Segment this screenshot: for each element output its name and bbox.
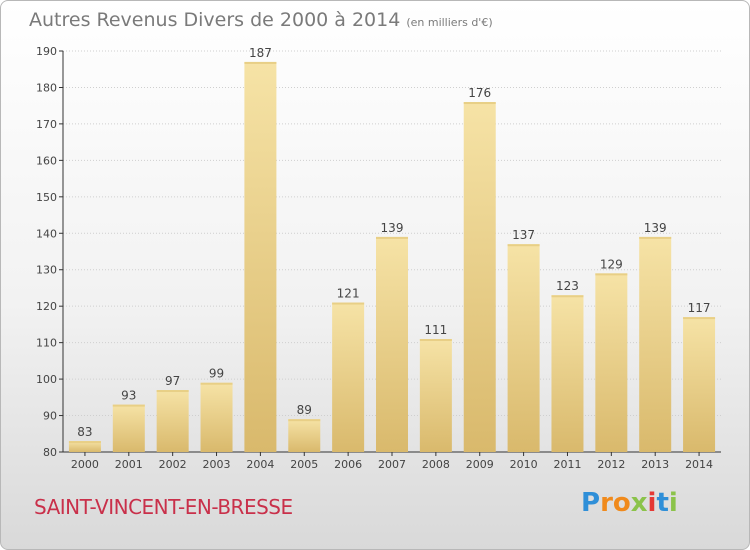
data-label: 121 bbox=[337, 287, 360, 301]
x-tick-label: 2010 bbox=[510, 458, 538, 471]
data-label: 89 bbox=[297, 403, 312, 417]
chart-title-text: Autres Revenus Divers de 2000 à 2014 bbox=[29, 9, 401, 31]
data-label: 97 bbox=[165, 374, 180, 388]
data-label: 187 bbox=[249, 46, 272, 60]
bar bbox=[507, 244, 540, 452]
y-tick-label: 190 bbox=[36, 45, 57, 58]
x-tick-label: 2001 bbox=[115, 458, 143, 471]
data-label: 123 bbox=[556, 279, 579, 293]
x-tick-label: 2009 bbox=[466, 458, 494, 471]
data-label: 139 bbox=[381, 221, 404, 235]
bar bbox=[244, 61, 277, 452]
y-tick-label: 170 bbox=[36, 118, 57, 131]
x-tick-label: 2007 bbox=[378, 458, 406, 471]
y-tick-label: 100 bbox=[36, 373, 57, 386]
bar-top-edge bbox=[156, 390, 189, 393]
bar-top-edge bbox=[200, 382, 233, 385]
data-label: 176 bbox=[468, 86, 491, 100]
bar bbox=[332, 302, 365, 452]
bar-top-edge bbox=[288, 419, 321, 422]
data-label: 99 bbox=[209, 367, 224, 381]
y-tick-label: 110 bbox=[36, 337, 57, 350]
bar bbox=[68, 441, 101, 452]
data-label: 83 bbox=[77, 425, 92, 439]
bar bbox=[288, 419, 321, 452]
bar-top-edge bbox=[112, 404, 145, 407]
logo-letter: i bbox=[647, 488, 657, 518]
logo-letter: i bbox=[668, 488, 678, 518]
bar-top-edge bbox=[244, 61, 277, 64]
chart-subtitle: (en milliers d'€) bbox=[406, 16, 493, 29]
y-tick-label: 130 bbox=[36, 264, 57, 277]
data-label: 139 bbox=[644, 221, 667, 235]
chart-title: Autres Revenus Divers de 2000 à 2014 (en … bbox=[29, 9, 493, 31]
x-tick-label: 2012 bbox=[597, 458, 625, 471]
y-tick-label: 140 bbox=[36, 227, 57, 240]
x-tick-label: 2011 bbox=[553, 458, 581, 471]
x-tick-label: 2008 bbox=[422, 458, 450, 471]
data-label: 111 bbox=[424, 323, 447, 337]
logo-letter: o bbox=[612, 488, 631, 518]
y-tick-label: 80 bbox=[43, 446, 57, 459]
x-tick-label: 2005 bbox=[290, 458, 318, 471]
bar-top-edge bbox=[551, 295, 584, 298]
bar bbox=[463, 102, 496, 452]
bar bbox=[419, 338, 452, 452]
bar bbox=[683, 317, 716, 452]
bar-top-edge bbox=[419, 338, 452, 341]
y-tick-label: 90 bbox=[43, 410, 57, 423]
logo-letter: t bbox=[656, 488, 669, 518]
x-tick-label: 2003 bbox=[203, 458, 231, 471]
x-tick-label: 2006 bbox=[334, 458, 362, 471]
data-label: 129 bbox=[600, 257, 623, 271]
data-label: 93 bbox=[121, 389, 136, 403]
bar bbox=[551, 295, 584, 452]
logo-letter: x bbox=[630, 488, 648, 518]
x-tick-label: 2000 bbox=[71, 458, 99, 471]
y-tick-label: 160 bbox=[36, 154, 57, 167]
y-tick-label: 120 bbox=[36, 300, 57, 313]
bar bbox=[639, 236, 672, 452]
bar-top-edge bbox=[376, 236, 408, 239]
bar-top-edge bbox=[463, 102, 496, 105]
bar bbox=[376, 236, 408, 452]
bar-top-edge bbox=[683, 317, 716, 320]
bar-top-edge bbox=[507, 244, 540, 247]
bar bbox=[595, 273, 628, 452]
x-tick-label: 2002 bbox=[159, 458, 187, 471]
bar-top-edge bbox=[595, 273, 628, 276]
bar-top-edge bbox=[68, 441, 101, 444]
bar bbox=[156, 390, 189, 452]
logo-letter: r bbox=[600, 488, 613, 518]
x-tick-label: 2013 bbox=[641, 458, 669, 471]
bar-top-edge bbox=[332, 302, 365, 305]
y-tick-label: 150 bbox=[36, 191, 57, 204]
x-tick-label: 2004 bbox=[246, 458, 274, 471]
data-label: 117 bbox=[688, 301, 711, 315]
data-label: 137 bbox=[512, 228, 535, 242]
y-tick-label: 180 bbox=[36, 81, 57, 94]
proxiti-logo: Proxiti bbox=[581, 488, 678, 518]
x-tick-label: 2014 bbox=[685, 458, 713, 471]
bar bbox=[112, 404, 145, 452]
logo-letter: P bbox=[581, 488, 601, 518]
commune-name: SAINT-VINCENT-EN-BRESSE bbox=[34, 495, 293, 519]
bar-top-edge bbox=[639, 236, 672, 239]
bar bbox=[200, 382, 233, 452]
